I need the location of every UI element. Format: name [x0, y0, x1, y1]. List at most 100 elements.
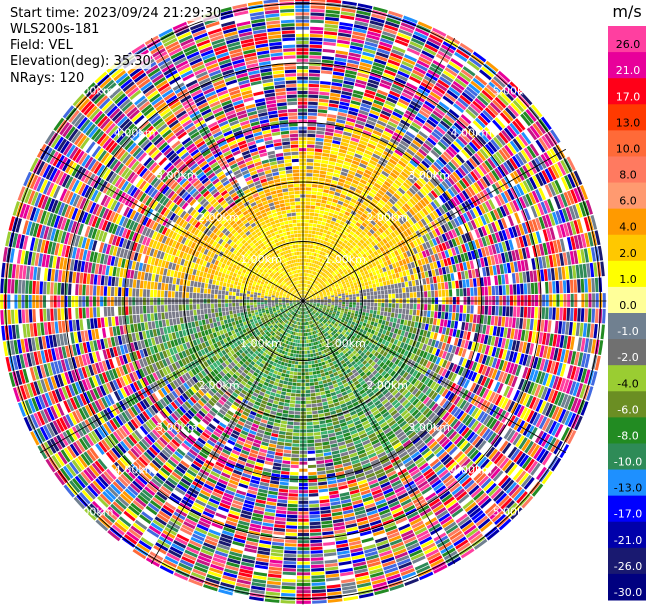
velocity-gate [307, 450, 315, 454]
velocity-gate [548, 307, 553, 320]
velocity-gate [384, 24, 399, 32]
velocity-gate [380, 286, 384, 291]
velocity-gate [376, 286, 381, 291]
velocity-gate [309, 33, 323, 38]
velocity-gate [334, 166, 342, 171]
velocity-gate [306, 269, 309, 273]
velocity-gate [304, 291, 306, 295]
velocity-gate [320, 506, 331, 511]
velocity-gate [377, 306, 381, 311]
velocity-gate [297, 83, 308, 87]
velocity-gate [310, 274, 313, 278]
velocity-gate [345, 306, 349, 310]
velocity-gate [336, 227, 342, 232]
velocity-gate [343, 128, 353, 134]
velocity-gate [381, 294, 385, 299]
velocity-gate [319, 495, 330, 500]
velocity-gate [325, 234, 330, 239]
velocity-gate [400, 276, 405, 283]
velocity-gate [502, 285, 506, 295]
velocity-gate [513, 306, 517, 317]
velocity-gate [374, 331, 379, 336]
velocity-gate [369, 324, 374, 330]
velocity-gate [305, 190, 312, 195]
velocity-gate [313, 169, 320, 174]
velocity-gate [498, 285, 503, 296]
velocity-gate [602, 308, 606, 324]
velocity-gate [352, 31, 366, 37]
velocity-gate [390, 327, 395, 333]
velocity-gate [307, 116, 317, 120]
velocity-gate [601, 277, 606, 292]
velocity-gate [424, 291, 428, 298]
velocity-gate [319, 170, 327, 175]
velocity-gate [312, 173, 320, 178]
velocity-gate [376, 310, 381, 315]
velocity-gate [343, 161, 352, 167]
velocity-gate [419, 329, 424, 336]
velocity-gate [356, 10, 371, 17]
velocity-gate [357, 3, 373, 10]
velocity-gate [390, 87, 402, 95]
velocity-gate [315, 206, 321, 210]
velocity-gate [429, 317, 434, 325]
velocity-gate [561, 266, 566, 280]
velocity-gate [296, 55, 309, 59]
velocity-gate [344, 211, 351, 217]
velocity-gate [476, 314, 481, 324]
velocity-gate [326, 577, 340, 582]
velocity-gate [325, 178, 332, 183]
velocity-gate [387, 284, 391, 290]
velocity-gate [390, 269, 395, 275]
velocity-gate [342, 302, 346, 305]
velocity-gate [402, 57, 416, 66]
velocity-gate [354, 153, 363, 159]
velocity-gate [352, 179, 360, 185]
velocity-gate [380, 79, 393, 87]
velocity-gate [394, 77, 407, 85]
velocity-gate [529, 318, 534, 331]
velocity-gate [323, 211, 329, 216]
velocity-gate [518, 272, 523, 284]
velocity-gate [328, 235, 334, 240]
velocity-gate [315, 453, 324, 457]
velocity-gate [323, 189, 330, 194]
velocity-gate [326, 249, 330, 254]
velocity-gate [310, 278, 313, 282]
velocity-gate [436, 275, 441, 283]
velocity-gate [340, 11, 356, 17]
velocity-gate [342, 202, 349, 208]
velocity-gate [313, 162, 321, 167]
velocity-gate [327, 238, 332, 243]
velocity-gate [372, 326, 377, 331]
velocity-gate [313, 421, 320, 425]
velocity-gate [324, 131, 334, 136]
velocity-gate [366, 82, 379, 89]
velocity-gate [307, 443, 315, 447]
velocity-gate [338, 148, 347, 154]
velocity-gate [307, 126, 316, 131]
velocity-gate [451, 281, 456, 289]
velocity-gate [336, 46, 349, 52]
velocity-gate [316, 127, 326, 132]
velocity-gate [359, 62, 372, 68]
velocity-gate [415, 279, 420, 286]
velocity-gate [309, 285, 312, 289]
velocity-gate [327, 298, 331, 301]
velocity-gate [347, 55, 361, 62]
velocity-gate [412, 309, 417, 316]
velocity-gate [311, 407, 318, 411]
velocity-gate [310, 30, 324, 34]
velocity-gate [305, 198, 311, 202]
velocity-gate [308, 73, 320, 77]
velocity-gate [308, 105, 318, 109]
velocity-gate [512, 284, 517, 295]
velocity-gate [303, 294, 304, 298]
velocity-gate [321, 361, 326, 366]
velocity-gate [307, 354, 311, 358]
velocity-gate [336, 203, 342, 209]
velocity-gate [303, 273, 306, 277]
velocity-gate [348, 110, 358, 116]
velocity-gate [412, 267, 417, 274]
velocity-gate [602, 293, 606, 308]
